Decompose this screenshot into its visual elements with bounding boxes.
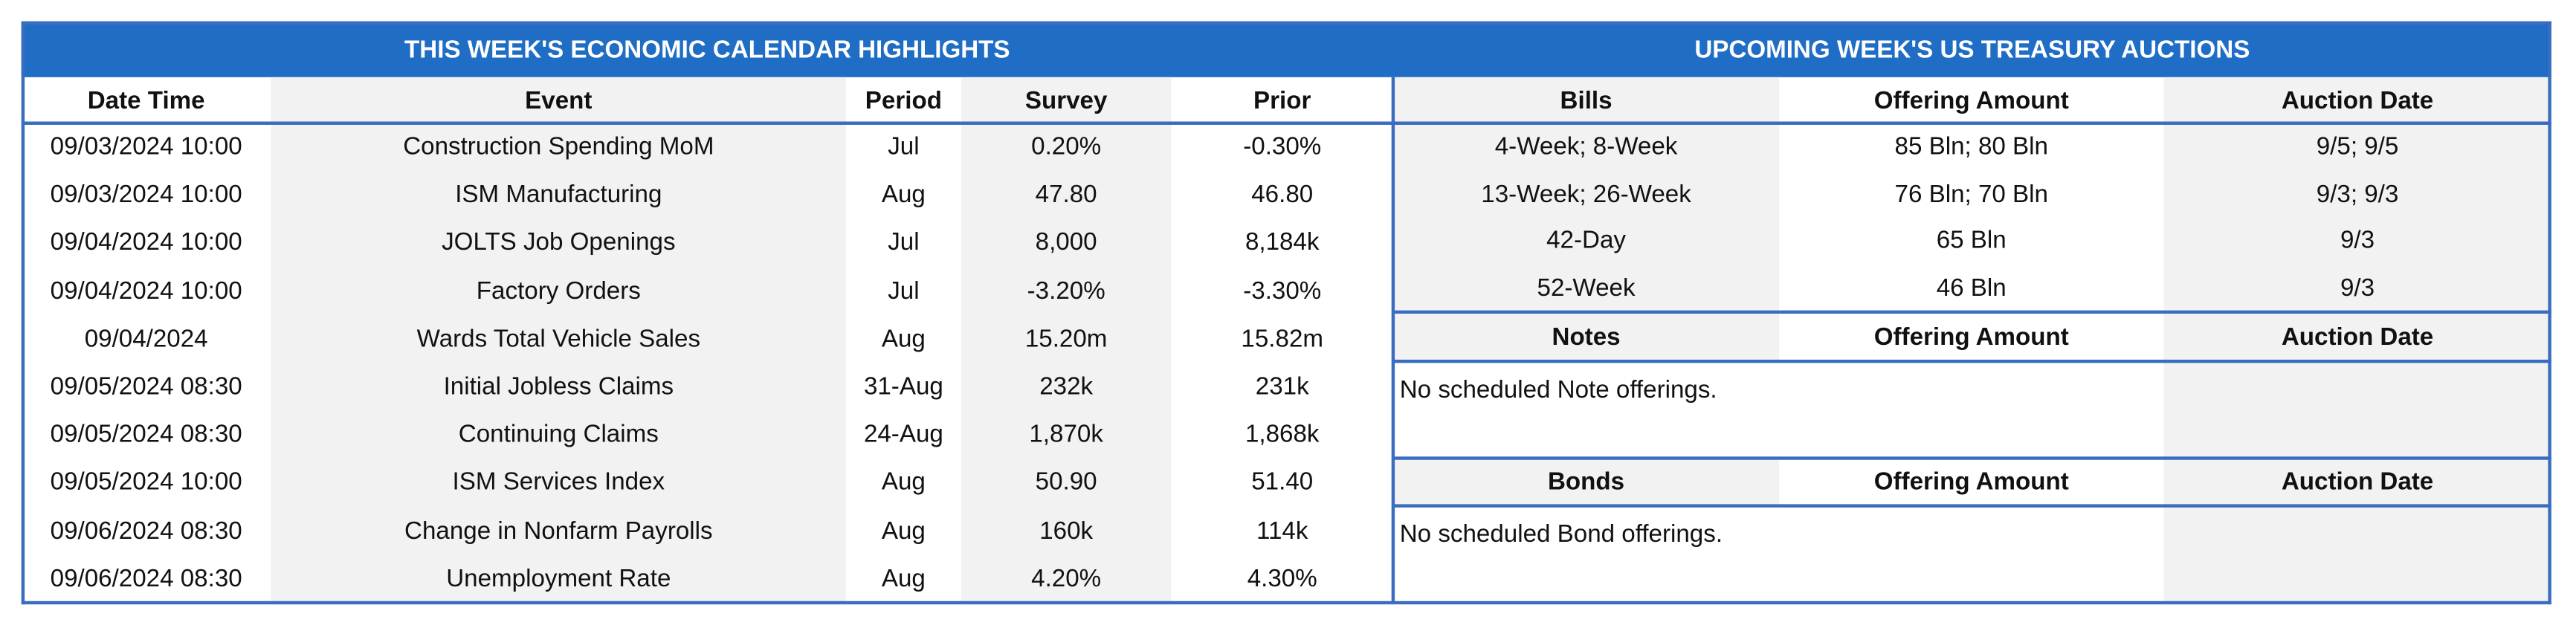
table-cell: Continuing Claims bbox=[458, 421, 659, 449]
table-cell: 09/06/2024 08:30 bbox=[50, 564, 242, 593]
table-cell: Factory Orders bbox=[476, 276, 641, 305]
divider bbox=[1392, 359, 2551, 363]
table-cell: 09/04/2024 10:00 bbox=[50, 229, 242, 257]
table-cell: 160k bbox=[1039, 517, 1094, 545]
column-header: Bills bbox=[1560, 86, 1613, 114]
table-cell: 46.80 bbox=[1251, 181, 1314, 210]
table-cell: Jul bbox=[888, 229, 920, 257]
message: No scheduled Note offerings. bbox=[1399, 375, 1717, 404]
table-cell: 1,868k bbox=[1245, 421, 1320, 449]
table-cell: -3.20% bbox=[1027, 276, 1105, 305]
column-shade bbox=[1392, 458, 1780, 506]
table-cell: 4.20% bbox=[1031, 564, 1102, 593]
column-shade bbox=[1392, 77, 1780, 312]
table-cell: 15.20m bbox=[1024, 325, 1108, 353]
table-cell: 231k bbox=[1255, 372, 1309, 401]
border bbox=[21, 601, 2551, 605]
table-cell: 47.80 bbox=[1035, 181, 1097, 210]
table-cell: 9/3 bbox=[2340, 227, 2375, 256]
column-header: Offering Amount bbox=[1873, 86, 2069, 114]
table-cell: 31-Aug bbox=[863, 372, 943, 401]
section-title: UPCOMING WEEK'S US TREASURY AUCTIONS bbox=[1694, 35, 2250, 64]
header-band bbox=[21, 21, 2551, 77]
table-cell: 09/03/2024 10:00 bbox=[50, 133, 242, 161]
table-cell: 85 Bln; 80 Bln bbox=[1894, 132, 2048, 161]
column-header: Event bbox=[525, 86, 593, 114]
table-cell: 42-Day bbox=[1546, 227, 1626, 256]
column-header: Auction Date bbox=[2281, 323, 2434, 351]
table-cell: 0.20% bbox=[1031, 133, 1102, 161]
table-cell: Aug bbox=[881, 468, 926, 497]
column-header: Auction Date bbox=[2281, 86, 2434, 114]
table-cell: Unemployment Rate bbox=[446, 564, 671, 593]
table-cell: 8,000 bbox=[1035, 229, 1097, 257]
table-cell: Change in Nonfarm Payrolls bbox=[404, 517, 713, 545]
divider bbox=[1392, 504, 2551, 508]
table-cell: Jul bbox=[888, 276, 920, 305]
table-cell: -3.30% bbox=[1243, 276, 1322, 305]
table-cell: 114k bbox=[1256, 517, 1308, 545]
column-header: Date Time bbox=[87, 86, 205, 114]
table-cell: -0.30% bbox=[1243, 133, 1322, 161]
table-cell: JOLTS Job Openings bbox=[442, 229, 676, 257]
table-cell: 13-Week; 26-Week bbox=[1481, 180, 1691, 208]
table-cell: 24-Aug bbox=[863, 421, 943, 449]
table-cell: 09/04/2024 10:00 bbox=[50, 276, 242, 305]
table-cell: 9/5; 9/5 bbox=[2316, 132, 2399, 161]
table-cell: 8,184k bbox=[1245, 229, 1320, 257]
column-header: Auction Date bbox=[2281, 467, 2434, 496]
table-cell: 4.30% bbox=[1247, 564, 1317, 593]
column-header: Notes bbox=[1552, 323, 1621, 351]
table-cell: Jul bbox=[888, 133, 920, 161]
column-header: Bonds bbox=[1547, 467, 1625, 496]
table-cell: ISM Manufacturing bbox=[455, 181, 662, 210]
divider bbox=[1391, 77, 1395, 603]
table-cell: Wards Total Vehicle Sales bbox=[416, 325, 701, 353]
divider bbox=[1392, 456, 2551, 460]
table-cell: Construction Spending MoM bbox=[403, 133, 714, 161]
table-cell: 09/05/2024 08:30 bbox=[50, 372, 242, 401]
table-cell: 46 Bln bbox=[1936, 274, 2007, 302]
message: No scheduled Bond offerings. bbox=[1399, 519, 1723, 548]
table-cell: 09/04/2024 bbox=[84, 325, 208, 353]
column-header: Prior bbox=[1253, 86, 1311, 114]
table-cell: 232k bbox=[1039, 372, 1094, 401]
border bbox=[21, 21, 2551, 25]
section-title: THIS WEEK'S ECONOMIC CALENDAR HIGHLIGHTS bbox=[404, 35, 1010, 64]
table-cell: 76 Bln; 70 Bln bbox=[1894, 180, 2048, 208]
column-shade bbox=[1392, 311, 1780, 362]
table-cell: 50.90 bbox=[1035, 468, 1097, 497]
divider bbox=[1392, 310, 2551, 314]
table-cell: 51.40 bbox=[1251, 468, 1314, 497]
table-cell: 09/05/2024 08:30 bbox=[50, 421, 242, 449]
table-cell: 09/05/2024 10:00 bbox=[50, 468, 242, 497]
table-cell: 52-Week bbox=[1537, 274, 1636, 302]
column-header: Offering Amount bbox=[1873, 323, 2069, 351]
column-shade bbox=[271, 77, 847, 603]
table-cell: 65 Bln bbox=[1936, 227, 2007, 256]
table-cell: Aug bbox=[881, 564, 926, 593]
table-cell: 1,870k bbox=[1029, 421, 1103, 449]
table-cell: 4-Week; 8-Week bbox=[1494, 132, 1678, 161]
table-cell: 9/3; 9/3 bbox=[2316, 180, 2399, 208]
table-cell: Aug bbox=[881, 181, 926, 210]
column-shade bbox=[961, 77, 1172, 603]
table-cell: ISM Services Index bbox=[452, 468, 665, 497]
table-cell: Aug bbox=[881, 517, 926, 545]
column-header: Survey bbox=[1024, 86, 1108, 114]
table-cell: Aug bbox=[881, 325, 926, 353]
table-cell: 9/3 bbox=[2340, 274, 2375, 302]
border bbox=[21, 21, 25, 605]
column-header: Offering Amount bbox=[1873, 467, 2069, 496]
table-cell: 09/06/2024 08:30 bbox=[50, 517, 242, 545]
table-cell: 09/03/2024 10:00 bbox=[50, 181, 242, 210]
table-cell: 15.82m bbox=[1241, 325, 1324, 353]
table-cell: Initial Jobless Claims bbox=[443, 372, 674, 401]
divider bbox=[21, 121, 2551, 125]
column-shade bbox=[2163, 77, 2551, 603]
column-header: Period bbox=[865, 86, 942, 114]
